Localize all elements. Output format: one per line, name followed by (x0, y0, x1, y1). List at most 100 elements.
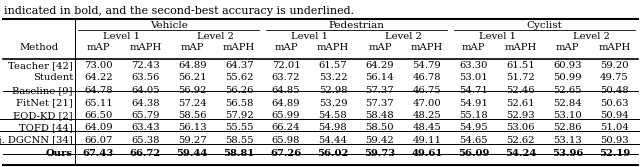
Text: 63.56: 63.56 (131, 73, 159, 82)
Text: 66.50: 66.50 (84, 111, 113, 120)
Text: 59.44: 59.44 (177, 148, 208, 157)
Text: 52.84: 52.84 (553, 99, 582, 108)
Text: 54.79: 54.79 (413, 61, 441, 70)
Text: 64.29: 64.29 (365, 61, 394, 70)
Text: 53.29: 53.29 (319, 99, 348, 108)
Text: 46.75: 46.75 (413, 86, 441, 95)
Text: mAPH: mAPH (598, 43, 630, 52)
Text: Student: Student (33, 73, 73, 82)
Text: 67.26: 67.26 (271, 148, 301, 157)
Text: 57.37: 57.37 (365, 86, 394, 95)
Text: 56.13: 56.13 (178, 124, 207, 132)
Text: 54.24: 54.24 (505, 148, 536, 157)
Text: mAPH: mAPH (411, 43, 443, 52)
Text: 48.45: 48.45 (412, 124, 442, 132)
Text: 58.55: 58.55 (225, 136, 253, 145)
Text: mAP: mAP (180, 43, 204, 52)
Text: 65.99: 65.99 (272, 111, 300, 120)
Text: 72.01: 72.01 (272, 61, 301, 70)
Text: mAP: mAP (275, 43, 298, 52)
Text: 63.30: 63.30 (460, 61, 488, 70)
Text: 64.89: 64.89 (272, 99, 300, 108)
Text: EOD-KD [2]: EOD-KD [2] (13, 111, 73, 120)
Text: 55.55: 55.55 (225, 124, 253, 132)
Text: 58.50: 58.50 (365, 124, 394, 132)
Text: 66.07: 66.07 (84, 136, 113, 145)
Text: Level 1: Level 1 (104, 32, 140, 41)
Text: 64.78: 64.78 (84, 86, 113, 95)
Text: 64.37: 64.37 (225, 61, 253, 70)
Text: 59.20: 59.20 (600, 61, 629, 70)
Text: 53.22: 53.22 (319, 73, 348, 82)
Text: 49.11: 49.11 (412, 136, 442, 145)
Text: Vehicle: Vehicle (150, 21, 188, 30)
Text: 64.22: 64.22 (84, 73, 113, 82)
Text: 47.00: 47.00 (413, 99, 441, 108)
Text: 57.24: 57.24 (178, 99, 207, 108)
Text: 51.04: 51.04 (600, 124, 629, 132)
Text: mAP: mAP (368, 43, 392, 52)
Text: 52.62: 52.62 (506, 136, 535, 145)
Text: indicated in bold, and the second-best accuracy is underlined.: indicated in bold, and the second-best a… (4, 6, 354, 16)
Text: 52.46: 52.46 (506, 86, 535, 95)
Text: Level 1: Level 1 (291, 32, 328, 41)
Text: 50.48: 50.48 (600, 86, 629, 95)
Text: Level 2: Level 2 (197, 32, 234, 41)
Text: Ours: Ours (46, 148, 73, 157)
Text: 64.38: 64.38 (131, 99, 160, 108)
Text: 73.00: 73.00 (84, 61, 113, 70)
Text: 58.56: 58.56 (178, 111, 207, 120)
Text: 52.93: 52.93 (506, 111, 535, 120)
Text: 64.85: 64.85 (272, 86, 300, 95)
Text: 61.51: 61.51 (506, 61, 535, 70)
Text: 72.43: 72.43 (131, 61, 160, 70)
Text: 48.25: 48.25 (413, 111, 441, 120)
Text: 54.58: 54.58 (319, 111, 348, 120)
Text: 63.72: 63.72 (272, 73, 300, 82)
Text: mAP: mAP (556, 43, 579, 52)
Text: 55.18: 55.18 (460, 111, 488, 120)
Text: 66.72: 66.72 (130, 148, 161, 157)
Text: TOFD [44]: TOFD [44] (19, 124, 73, 132)
Text: 53.06: 53.06 (506, 124, 535, 132)
Text: 64.09: 64.09 (84, 124, 113, 132)
Text: 54.44: 54.44 (319, 136, 348, 145)
Text: 53.10: 53.10 (553, 111, 582, 120)
Text: 50.99: 50.99 (554, 73, 582, 82)
Text: 63.43: 63.43 (131, 124, 160, 132)
Text: 64.89: 64.89 (178, 61, 207, 70)
Text: 58.81: 58.81 (223, 148, 255, 157)
Text: 52.61: 52.61 (506, 99, 535, 108)
Text: 57.37: 57.37 (365, 99, 394, 108)
Text: 56.09: 56.09 (458, 148, 490, 157)
Text: 61.57: 61.57 (319, 61, 348, 70)
Text: 52.86: 52.86 (554, 124, 582, 132)
Text: 59.73: 59.73 (364, 148, 396, 157)
Text: 60.93: 60.93 (554, 61, 582, 70)
Text: FitNet [21]: FitNet [21] (16, 99, 73, 108)
Text: 65.79: 65.79 (131, 111, 159, 120)
Text: 54.65: 54.65 (460, 136, 488, 145)
Text: 50.94: 50.94 (600, 111, 629, 120)
Text: 59.27: 59.27 (178, 136, 207, 145)
Text: 46.78: 46.78 (413, 73, 441, 82)
Text: 52.65: 52.65 (554, 86, 582, 95)
Text: 53.96: 53.96 (552, 148, 583, 157)
Text: 56.92: 56.92 (178, 86, 207, 95)
Text: 56.02: 56.02 (317, 148, 349, 157)
Text: 55.62: 55.62 (225, 73, 253, 82)
Text: mAP: mAP (86, 43, 110, 52)
Text: Level 2: Level 2 (385, 32, 422, 41)
Text: 65.11: 65.11 (84, 99, 113, 108)
Text: 51.72: 51.72 (506, 73, 535, 82)
Text: 49.61: 49.61 (411, 148, 443, 157)
Text: 53.01: 53.01 (460, 73, 488, 82)
Text: 64.05: 64.05 (131, 86, 160, 95)
Text: 56.58: 56.58 (225, 99, 253, 108)
Text: 52.19: 52.19 (599, 148, 630, 157)
Text: 54.98: 54.98 (319, 124, 348, 132)
Text: mAPH: mAPH (504, 43, 537, 52)
Text: 65.98: 65.98 (272, 136, 300, 145)
Text: mAPH: mAPH (317, 43, 349, 52)
Text: Baseline [9]: Baseline [9] (13, 86, 73, 95)
